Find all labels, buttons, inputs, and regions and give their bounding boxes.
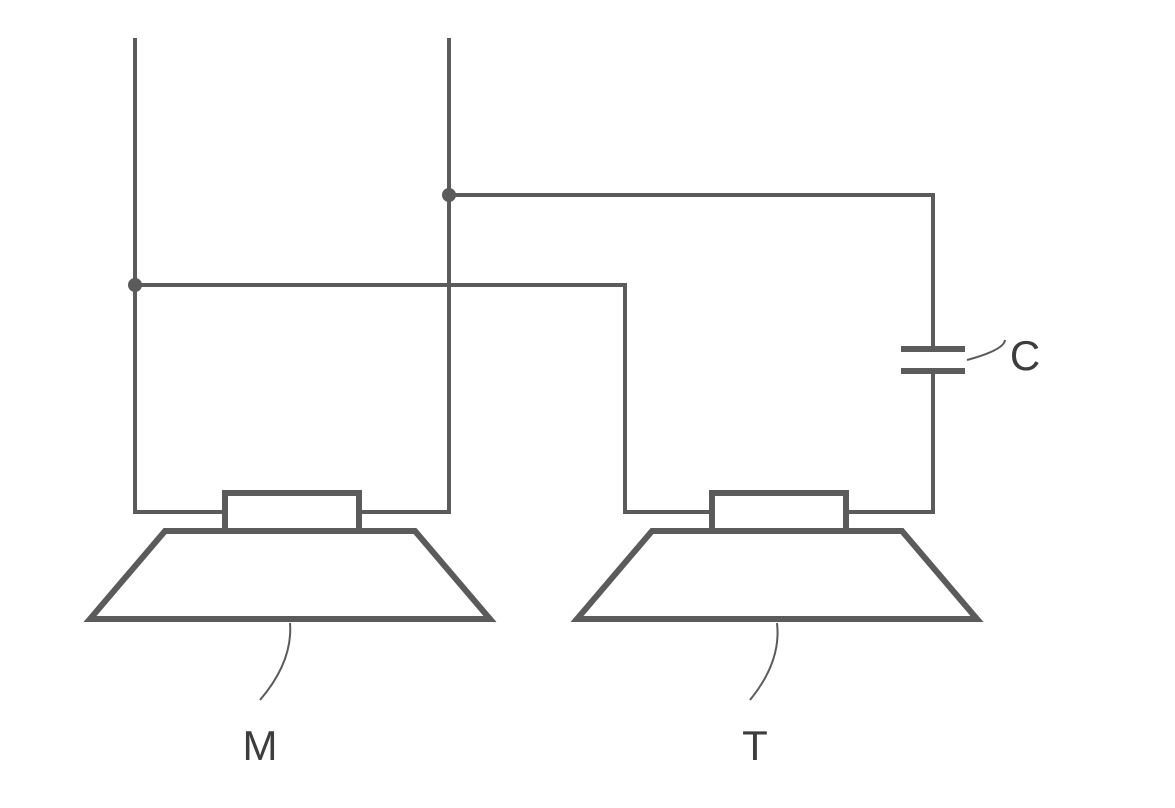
node-right-branch — [442, 188, 456, 202]
speaker-T-icon — [577, 493, 977, 619]
speaker-M-icon — [90, 493, 490, 619]
diagram-background — [0, 0, 1175, 808]
speaker-crossover-schematic: M T C — [0, 0, 1175, 808]
label-C: C — [1010, 332, 1040, 379]
label-M: M — [243, 722, 278, 769]
node-left-branch — [128, 278, 142, 292]
label-T: T — [742, 722, 768, 769]
